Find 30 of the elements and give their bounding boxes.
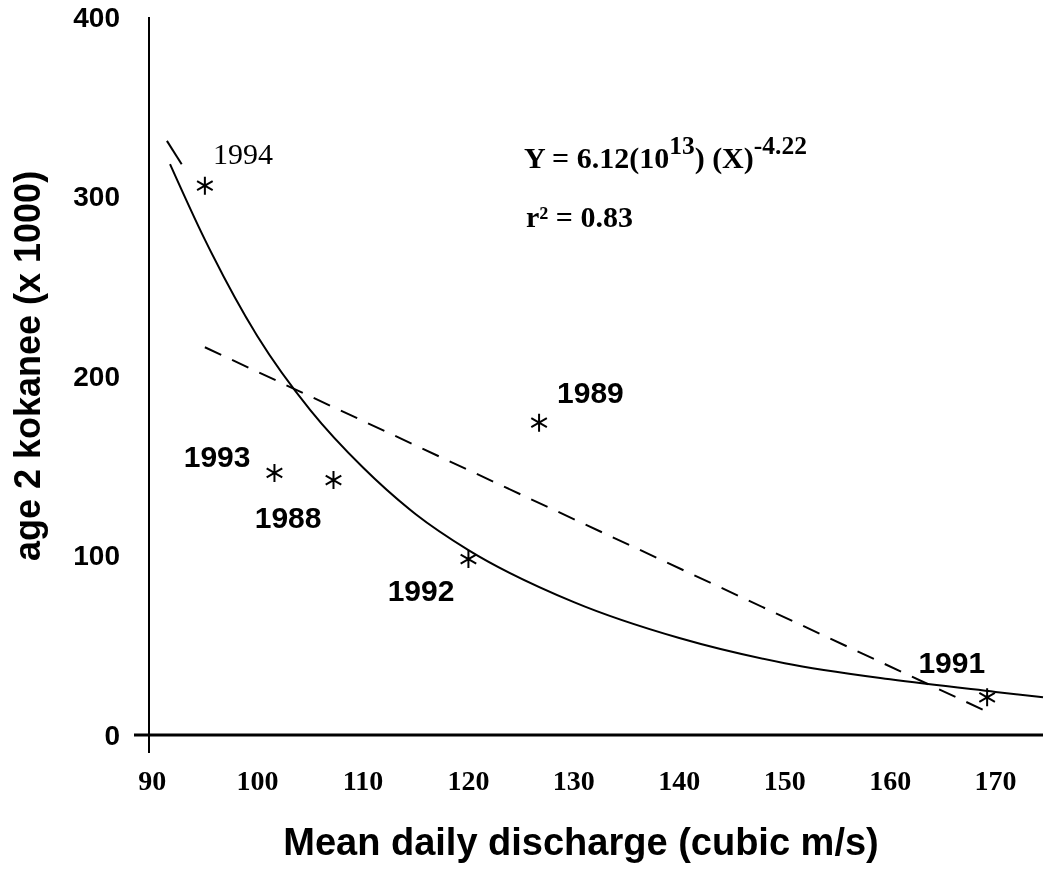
x-tick-label: 100 xyxy=(236,765,279,796)
annotation: 1992 xyxy=(387,574,455,608)
annotation: 1994 xyxy=(212,136,273,170)
point xyxy=(459,549,478,570)
x-tick-label: 130 xyxy=(552,765,595,796)
annotation: 1993 xyxy=(183,439,251,473)
annotation: r² = 0.83 xyxy=(526,200,633,233)
point xyxy=(265,462,284,483)
x-axis-title: Mean daily discharge (cubic m/s) xyxy=(283,821,879,863)
point xyxy=(978,687,996,708)
x-tick-label: 90 xyxy=(138,765,167,796)
y-tick-label: 300 xyxy=(73,181,120,213)
x-tick-label: 160 xyxy=(869,765,912,796)
y-tick-label: 0 xyxy=(104,719,120,751)
point xyxy=(196,175,214,196)
x-tick-label: 140 xyxy=(658,765,701,796)
x-tick-label: 150 xyxy=(763,765,806,796)
annotation: 1988 xyxy=(254,501,322,535)
y-tick-label: 100 xyxy=(73,540,120,572)
x-tick-label: 170 xyxy=(974,765,1017,796)
annotation: 1991 xyxy=(918,646,986,680)
y-axis-title: age 2 kokanee (x 1000) xyxy=(7,170,48,562)
point xyxy=(530,412,548,433)
point xyxy=(324,470,343,491)
y-tick-label: 400 xyxy=(73,1,120,33)
x-tick-label: 120 xyxy=(447,765,490,796)
x-tick-label: 110 xyxy=(342,765,384,796)
y-tick-label: 200 xyxy=(73,360,120,392)
annotation: 1989 xyxy=(557,375,624,409)
annotation: Y = 6.12(10$^{13}$) (X)$^{-4.22}$ xyxy=(524,130,807,175)
